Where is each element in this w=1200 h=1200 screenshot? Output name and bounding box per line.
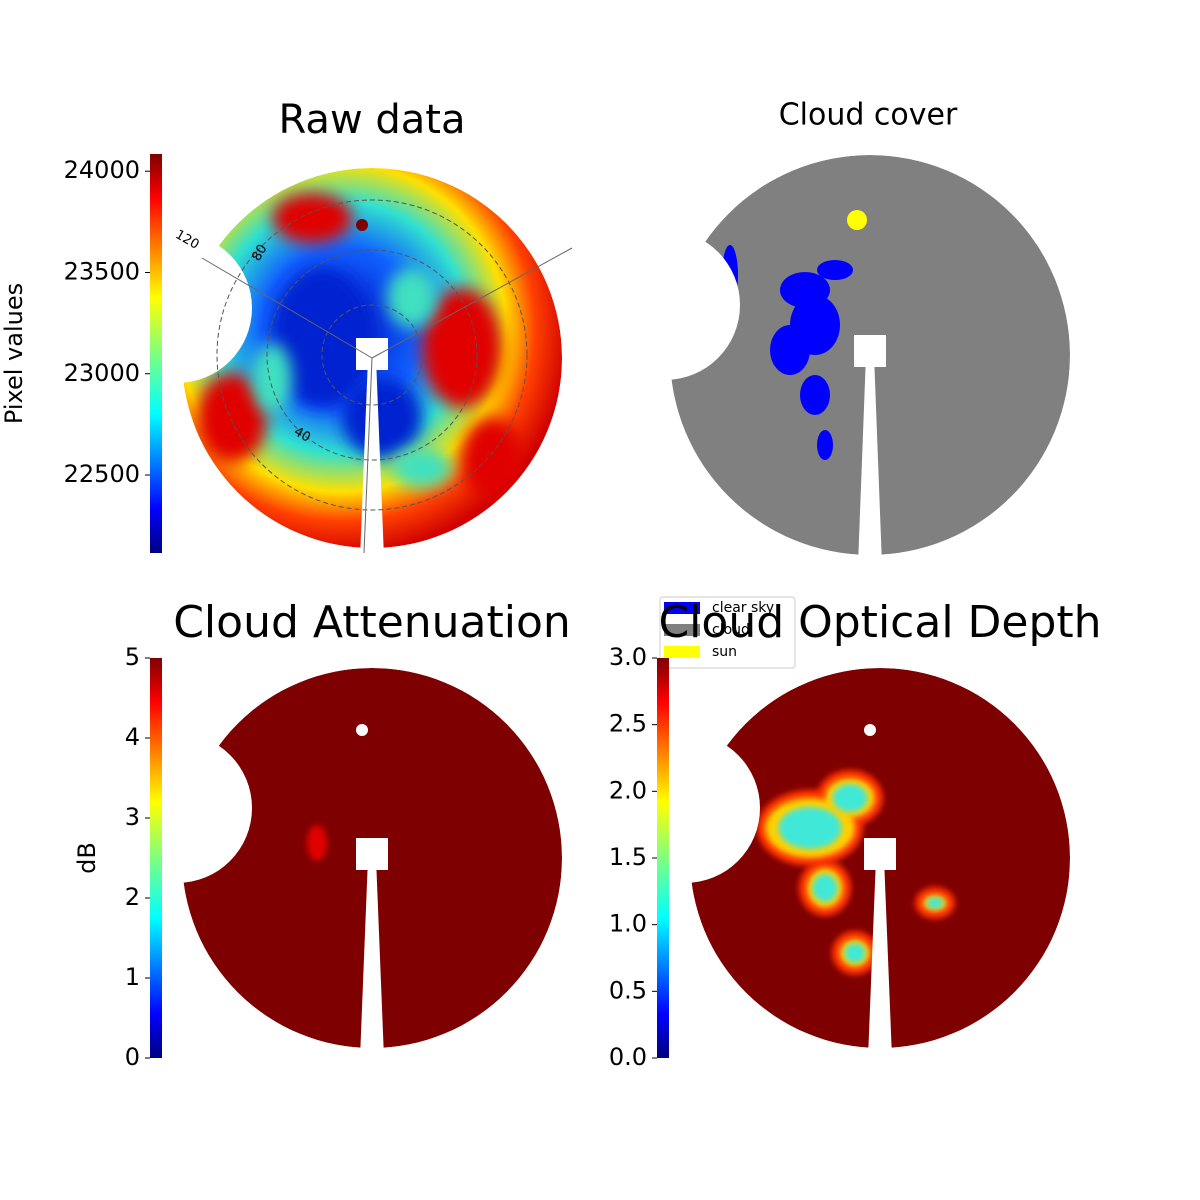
cloud-patch xyxy=(387,268,437,328)
legend-swatch xyxy=(664,602,700,614)
sun-position xyxy=(356,219,368,231)
cloud-patch xyxy=(197,373,267,463)
colorbar-tick-label: 1 xyxy=(125,963,140,991)
sun xyxy=(847,210,867,230)
cloud-patch xyxy=(817,430,833,460)
legend-label: sun xyxy=(712,644,737,660)
legend-swatch xyxy=(664,624,700,636)
colorbar-tick-label: 2.5 xyxy=(609,710,647,738)
polar-grid: 120 80 40 xyxy=(172,199,573,554)
colorbar-tick-label: 4 xyxy=(125,723,140,751)
colorbar-tick-label: 0 xyxy=(125,1043,140,1071)
chart-title: Cloud Optical Depth xyxy=(658,597,1101,648)
colorbar-tick-label: 2 xyxy=(125,883,140,911)
legend-label: cloud xyxy=(712,622,750,638)
cloud-patch xyxy=(770,325,810,375)
legend: clear sky cloud sun xyxy=(659,596,796,669)
polar-ring xyxy=(216,199,528,511)
cloud-patch xyxy=(422,288,502,408)
cloud-patch xyxy=(342,378,422,458)
polar-label: 120 xyxy=(172,227,201,252)
colorbar xyxy=(657,658,669,1058)
colorbar xyxy=(150,658,162,1058)
colorbar xyxy=(150,154,162,553)
colorbar-tick-label: 24000 xyxy=(64,156,140,184)
sky-image xyxy=(690,668,1070,1048)
colorbar-tick-label: 1.0 xyxy=(609,910,647,938)
colorbar-tick-label: 5 xyxy=(125,643,140,671)
cloud-patch xyxy=(926,897,944,909)
polar-ring xyxy=(321,304,423,406)
colorbar-tick-label: 23000 xyxy=(64,359,140,387)
polar-label: 40 xyxy=(291,424,313,445)
cloud-patch xyxy=(272,268,372,408)
chart-title: Cloud Attenuation xyxy=(173,597,571,648)
cloud-patch xyxy=(832,784,868,812)
sun-position xyxy=(356,724,368,736)
image-base xyxy=(690,668,1070,1048)
sky-image xyxy=(182,668,562,1048)
legend-swatch xyxy=(664,646,700,658)
polar-label: 80 xyxy=(249,242,270,264)
colorbar-tick-label: 3.0 xyxy=(609,643,647,671)
polar-spoke xyxy=(371,247,573,359)
colorbar-tick-label: 2.0 xyxy=(609,776,647,804)
polar-spoke xyxy=(201,257,373,359)
cloud-patch xyxy=(307,825,327,861)
colorbar-tick-label: 23500 xyxy=(64,257,140,285)
colorbar-tick-label: 1.5 xyxy=(609,843,647,871)
colorbar-tick-label: 0.0 xyxy=(609,1043,647,1071)
sky-image xyxy=(670,155,1070,555)
chart-title: Cloud cover xyxy=(779,98,958,133)
cloud-patch xyxy=(844,943,866,963)
sun-position xyxy=(864,724,876,736)
polar-ring xyxy=(266,249,478,461)
cloud-patch xyxy=(392,448,452,488)
image-base xyxy=(670,155,1070,555)
cloud-patch xyxy=(462,418,522,498)
image-base xyxy=(182,668,562,1048)
colorbar-tick-label: 0.5 xyxy=(609,976,647,1004)
clear-patch xyxy=(722,245,738,305)
colorbar-tick-label: 22500 xyxy=(64,460,140,488)
cloud-patch xyxy=(800,375,830,415)
colorbar-tick-label: 3 xyxy=(125,803,140,831)
cloud-patch xyxy=(272,193,352,243)
cloud-patch xyxy=(252,343,292,413)
cloud-patch xyxy=(778,807,842,849)
colorbar-label: Pixel values xyxy=(0,283,28,424)
polar-spoke xyxy=(363,357,373,554)
cloud-patch xyxy=(812,874,838,902)
cloud-patch xyxy=(817,260,853,280)
legend-label: clear sky xyxy=(712,600,774,616)
colorbar-label: dB xyxy=(73,842,101,874)
chart-title: Raw data xyxy=(279,97,466,143)
